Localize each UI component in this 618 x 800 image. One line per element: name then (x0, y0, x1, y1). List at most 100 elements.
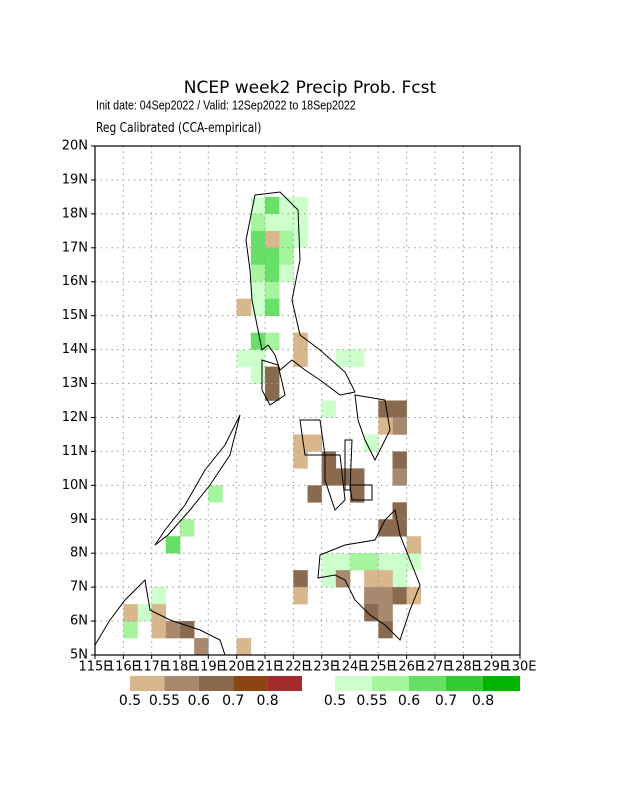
legend-swatch (372, 676, 409, 691)
y-tick-label: 20N (62, 139, 88, 154)
coastline (324, 454, 346, 511)
y-tick-label: 14N (62, 342, 88, 357)
legend: 0.5 0.55 0.6 0.7 0.8 0.5 0.55 0.6 0.7 0.8 (119, 676, 520, 709)
prob-cell (265, 247, 280, 266)
prob-cell (378, 519, 393, 537)
prob-cell (293, 332, 308, 350)
prob-cell (293, 587, 308, 605)
prob-cell (250, 230, 266, 249)
coastline (354, 394, 391, 462)
coastline (154, 414, 241, 546)
x-tick-label: 125E (362, 660, 395, 675)
prob-cell (293, 196, 308, 215)
y-tick-label: 10N (62, 478, 88, 493)
legend-label: 0.5 (324, 693, 346, 709)
prob-cell (208, 485, 223, 503)
prob-cell (321, 468, 337, 486)
prob-cell (165, 621, 181, 639)
prob-cell (265, 298, 280, 316)
prob-cell (293, 230, 308, 249)
prob-cell (123, 604, 138, 622)
prob-cell (293, 213, 308, 232)
prob-cell (406, 553, 422, 571)
legend-swatch (483, 676, 520, 691)
prob-cell (321, 400, 337, 418)
prob-cell (279, 196, 294, 215)
x-tick-label: 118E (163, 660, 196, 675)
prob-cell (265, 383, 280, 401)
prob-cell (392, 519, 407, 537)
prob-cell (265, 196, 280, 215)
prob-cell (236, 298, 252, 316)
x-tick-label: 126E (390, 660, 423, 675)
prob-cell (321, 570, 337, 588)
legend-label: 0.8 (472, 693, 494, 709)
prob-cell (137, 604, 152, 622)
prob-cell (307, 485, 322, 503)
x-tick-label: 124E (333, 660, 366, 675)
prob-cell (378, 570, 393, 588)
y-tick-label: 13N (62, 376, 88, 391)
x-tick-label: 130E (503, 660, 536, 675)
x-tick-label: 127E (418, 660, 451, 675)
prob-cell (151, 604, 167, 622)
prob-cell (250, 247, 266, 266)
prob-cell (265, 366, 280, 384)
prob-cell (279, 230, 294, 249)
legend-swatch (409, 676, 446, 691)
x-tick-label: 128E (447, 660, 480, 675)
prob-cell (250, 281, 266, 299)
legend-label: 0.8 (256, 693, 278, 709)
prob-cell (250, 366, 266, 384)
prob-cell (236, 349, 252, 367)
legend-swatch (198, 676, 234, 691)
legend-label: 0.55 (356, 693, 387, 709)
x-tick-label: 119E (192, 660, 225, 675)
prob-cell (364, 553, 379, 571)
x-tick-label: 117E (135, 660, 168, 675)
prob-cell (265, 281, 280, 299)
legend-swatch (233, 676, 268, 691)
x-tick-label: 116E (107, 660, 140, 675)
prob-cell (279, 264, 294, 283)
prob-cell (378, 604, 393, 622)
prob-cell (321, 451, 337, 469)
y-tick-label: 12N (62, 410, 88, 425)
prob-cell (265, 213, 280, 232)
x-tick-label: 129E (475, 660, 508, 675)
y-tick-label: 9N (70, 512, 88, 527)
prob-cell (151, 621, 167, 639)
coastline (317, 508, 421, 641)
subtitle: Reg Calibrated (CCA-empirical) (96, 120, 261, 135)
prob-cell (293, 434, 308, 452)
prob-cell (250, 349, 266, 367)
legend-swatch (164, 676, 199, 691)
prob-cell (364, 434, 379, 452)
prob-cell (392, 587, 407, 605)
prob-cell (293, 349, 308, 367)
coastline (349, 484, 373, 501)
coastline (261, 359, 286, 406)
y-tick-label: 16N (62, 274, 88, 289)
x-tick-label: 120E (220, 660, 253, 675)
prob-cell (293, 570, 308, 588)
prob-cell (265, 264, 280, 283)
prob-cell (392, 570, 407, 588)
frame (94, 145, 521, 656)
prob-cell (364, 604, 379, 622)
prob-cell (392, 400, 407, 418)
prob-cell (392, 451, 407, 469)
prob-cell (364, 570, 379, 588)
legend-swatch (446, 676, 483, 691)
prob-cell (378, 400, 393, 418)
prob-cell (335, 553, 351, 571)
prob-cell (350, 553, 365, 571)
prob-cell (335, 468, 351, 486)
prob-cell (335, 349, 351, 367)
prob-cell (180, 519, 195, 537)
x-tick-label: 115E (78, 660, 111, 675)
prob-cell (250, 264, 266, 283)
prob-cell (194, 638, 209, 656)
